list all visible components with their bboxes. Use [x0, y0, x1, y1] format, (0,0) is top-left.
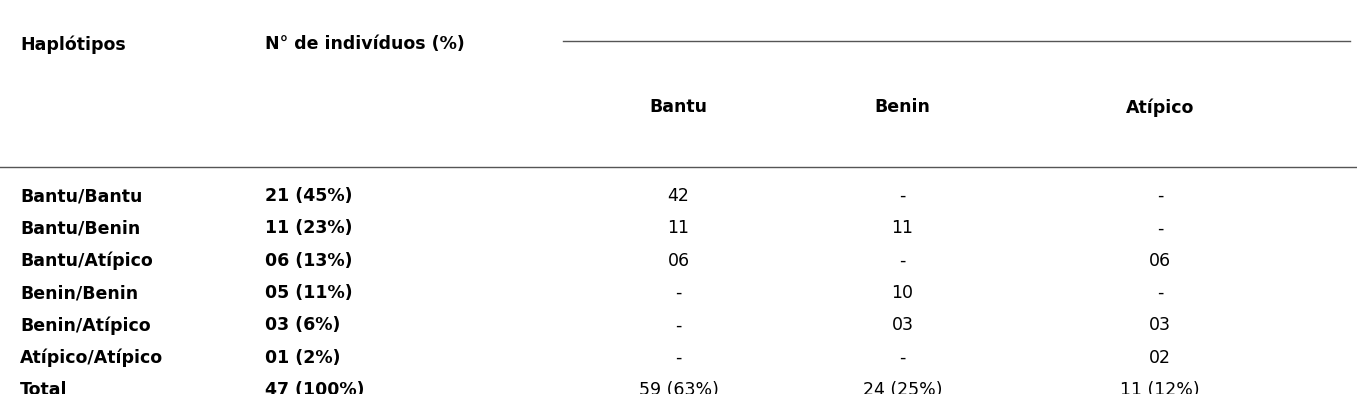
Text: Haplótipos: Haplótipos	[20, 35, 126, 54]
Text: 03 (6%): 03 (6%)	[265, 316, 341, 335]
Text: 59 (63%): 59 (63%)	[639, 381, 718, 394]
Text: -: -	[1158, 187, 1163, 205]
Text: 11: 11	[892, 219, 913, 238]
Text: Benin/Benin: Benin/Benin	[20, 284, 138, 302]
Text: 42: 42	[668, 187, 689, 205]
Text: 21 (45%): 21 (45%)	[265, 187, 351, 205]
Text: Benin/Atípico: Benin/Atípico	[20, 316, 151, 335]
Text: 06 (13%): 06 (13%)	[265, 252, 351, 270]
Text: 05 (11%): 05 (11%)	[265, 284, 353, 302]
Text: -: -	[900, 349, 905, 367]
Text: 06: 06	[668, 252, 689, 270]
Text: -: -	[900, 252, 905, 270]
Text: -: -	[1158, 284, 1163, 302]
Text: 11 (23%): 11 (23%)	[265, 219, 351, 238]
Text: N° de indivíduos (%): N° de indivíduos (%)	[265, 35, 464, 54]
Text: 11 (12%): 11 (12%)	[1121, 381, 1200, 394]
Text: 24 (25%): 24 (25%)	[863, 381, 942, 394]
Text: Total: Total	[20, 381, 68, 394]
Text: 10: 10	[892, 284, 913, 302]
Text: 03: 03	[1149, 316, 1171, 335]
Text: -: -	[900, 187, 905, 205]
Text: Bantu/Benin: Bantu/Benin	[20, 219, 141, 238]
Text: Bantu/Atípico: Bantu/Atípico	[20, 252, 153, 270]
Text: Atípico/Atípico: Atípico/Atípico	[20, 349, 163, 367]
Text: 02: 02	[1149, 349, 1171, 367]
Text: 11: 11	[668, 219, 689, 238]
Text: -: -	[676, 284, 681, 302]
Text: Benin: Benin	[874, 98, 931, 117]
Text: 03: 03	[892, 316, 913, 335]
Text: Bantu: Bantu	[650, 98, 707, 117]
Text: -: -	[676, 316, 681, 335]
Text: 06: 06	[1149, 252, 1171, 270]
Text: -: -	[676, 349, 681, 367]
Text: -: -	[1158, 219, 1163, 238]
Text: Bantu/Bantu: Bantu/Bantu	[20, 187, 142, 205]
Text: Atípico: Atípico	[1126, 98, 1194, 117]
Text: 01 (2%): 01 (2%)	[265, 349, 341, 367]
Text: 47 (100%): 47 (100%)	[265, 381, 364, 394]
